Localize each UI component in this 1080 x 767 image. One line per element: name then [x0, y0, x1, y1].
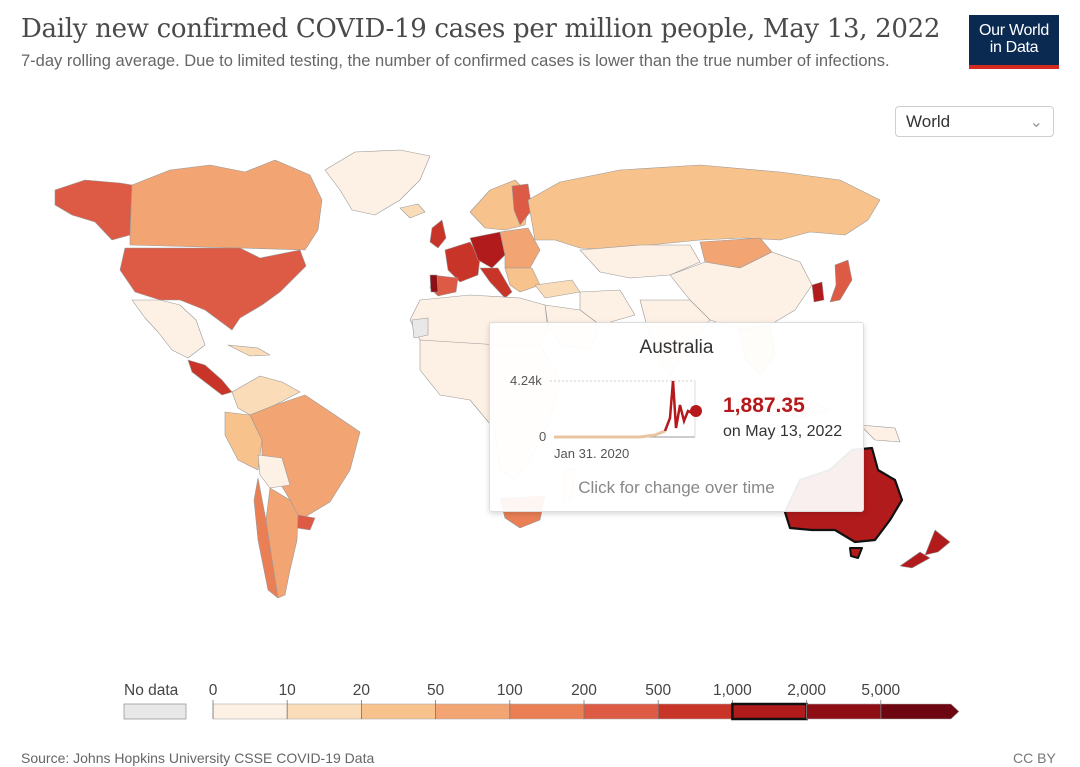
legend-tick-label: 50: [427, 682, 445, 699]
country-greenland[interactable]: [324, 149, 431, 216]
legend-bin-2[interactable]: [361, 703, 436, 720]
legend-bin-9[interactable]: [880, 703, 960, 720]
legend-bin-6[interactable]: [657, 703, 733, 720]
legend-bin-5[interactable]: [583, 703, 659, 720]
legend-tick-label: 2,000: [787, 682, 826, 699]
country-finland[interactable]: [511, 183, 533, 226]
country-tooltip: Australia 4.24k 0 Jan 31. 2020 1,887.35 …: [489, 322, 864, 512]
country-alaska[interactable]: [54, 179, 133, 241]
country-uk[interactable]: [429, 219, 447, 249]
sparkline-ymax-label: 4.24k: [510, 373, 542, 388]
page-subtitle: 7-day rolling average. Due to limited te…: [21, 52, 890, 70]
legend-tick-label: 200: [571, 682, 597, 699]
country-bolivia[interactable]: [257, 454, 291, 489]
page-title: Daily new confirmed COVID-19 cases per m…: [21, 14, 941, 44]
sparkline-chart: [550, 380, 702, 439]
region-dropdown[interactable]: World ⌄: [895, 106, 1054, 137]
license-link[interactable]: CC BY: [1013, 750, 1056, 766]
legend-no-data-label: No data: [124, 682, 179, 699]
country-south-korea[interactable]: [811, 281, 825, 303]
legend-tick-label: 5,000: [861, 682, 900, 699]
color-legend: No data 0 10 20 50 100 200 500 1,000 2,000 5,000: [123, 682, 960, 721]
region-dropdown-value: World: [906, 112, 951, 131]
country-iran[interactable]: [579, 289, 636, 326]
sparkline-end-point: [690, 405, 702, 417]
country-western-sahara[interactable]: [411, 317, 429, 339]
sparkline-line-low: [554, 429, 666, 439]
country-portugal[interactable]: [429, 274, 439, 293]
legend-tick-label: 100: [497, 682, 523, 699]
country-japan[interactable]: [829, 259, 853, 303]
legend-tick-label: 500: [645, 682, 671, 699]
country-canada[interactable]: [129, 159, 323, 251]
chevron-down-icon: ⌄: [1029, 114, 1043, 131]
owid-logo[interactable]: Our World in Data: [969, 15, 1059, 69]
source-note: Source: Johns Hopkins University CSSE CO…: [21, 750, 375, 766]
country-central-america[interactable]: [187, 359, 233, 396]
country-new-zealand[interactable]: [899, 529, 951, 569]
legend-tick-label: 20: [353, 682, 371, 699]
country-france[interactable]: [444, 241, 481, 283]
legend-tick-label: 1,000: [713, 682, 752, 699]
tooltip-hint: Click for change over time: [578, 478, 775, 497]
country-usa[interactable]: [119, 247, 307, 331]
country-png[interactable]: [859, 424, 901, 443]
country-chile[interactable]: [253, 477, 279, 599]
sparkline-line-high: [663, 380, 693, 432]
country-turkey[interactable]: [534, 279, 581, 299]
legend-bin-4[interactable]: [509, 703, 585, 720]
country-italy[interactable]: [479, 267, 513, 299]
country-cuba[interactable]: [227, 344, 271, 357]
country-germany[interactable]: [469, 231, 506, 269]
legend-bin-8[interactable]: [806, 703, 882, 720]
logo-line-2: in Data: [989, 39, 1039, 56]
country-mexico[interactable]: [131, 299, 206, 359]
country-iceland[interactable]: [399, 203, 426, 219]
tooltip-country-name: Australia: [639, 337, 714, 358]
sparkline-xstart-label: Jan 31. 2020: [554, 446, 630, 461]
legend-tick-label: 0: [209, 682, 218, 699]
legend-bin-1[interactable]: [286, 703, 362, 720]
legend-bin-7[interactable]: [732, 703, 807, 720]
country-tasmania[interactable]: [849, 547, 863, 559]
country-kazakhstan[interactable]: [579, 244, 701, 279]
legend-bin-3[interactable]: [435, 703, 511, 720]
country-colombia[interactable]: [231, 375, 301, 416]
country-balkans[interactable]: [504, 267, 541, 293]
legend-bin-0[interactable]: [212, 703, 288, 720]
country-russia[interactable]: [527, 164, 881, 251]
legend-tick-label: 10: [279, 682, 297, 699]
logo-line-1: Our World: [979, 22, 1049, 39]
tooltip-value: 1,887.35: [723, 394, 805, 417]
legend-no-data-swatch[interactable]: [123, 703, 187, 720]
tooltip-date: on May 13, 2022: [723, 423, 843, 440]
sparkline-ymin-label: 0: [539, 429, 547, 444]
country-uruguay[interactable]: [296, 514, 316, 531]
